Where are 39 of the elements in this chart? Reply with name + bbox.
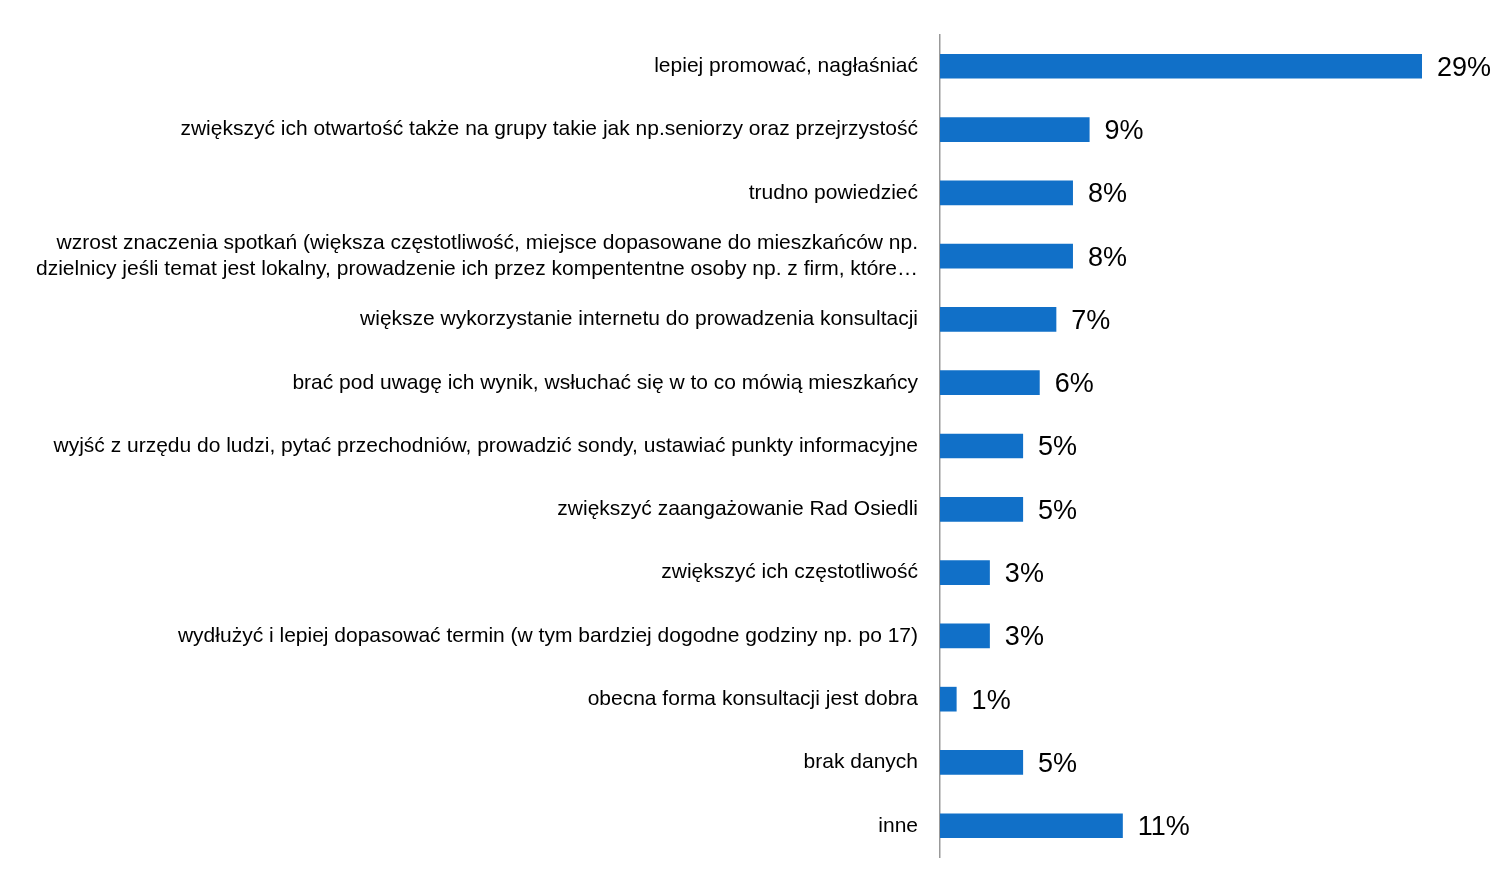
y-tick-label: zwiększyć zaangażowanie Rad Osiedli — [557, 496, 918, 520]
bar — [940, 623, 990, 649]
y-tick-label: zwiększyć ich częstotliwość — [661, 559, 918, 583]
bar — [940, 307, 1057, 332]
y-tick-label: wzrost znaczenia spotkań (większa częstotliwość, miejsce dopasowane do mieszkańców np. dzielnicy jeśli temat jest lokalny, prowadzenie ich przez kompententne osoby np. z firm, które… — [35, 230, 918, 279]
data-label: 6% — [1054, 368, 1094, 399]
y-tick-label: wydłużyć i lepiej dopasować termin (w tym bardziej dogodne godziny np. po 17) — [176, 622, 918, 646]
bar — [940, 496, 1024, 522]
data-label: 29% — [1437, 51, 1492, 82]
bar — [940, 370, 1040, 396]
data-label: 9% — [1104, 114, 1144, 145]
bar — [940, 433, 1024, 459]
data-label: 11% — [1137, 811, 1190, 842]
y-tick-label: wyjść z urzędu do ludzi, pytać przechodniów, prowadzić sondy, ustawiać punkty informacyjne — [52, 432, 918, 456]
data-label: 5% — [1038, 431, 1078, 462]
y-tick-label: inne — [878, 812, 918, 836]
y-tick-label: trudno powiedzieć — [748, 179, 918, 203]
bar — [940, 686, 957, 712]
data-label: 8% — [1087, 178, 1127, 209]
y-tick-label: brać pod uwagę ich wynik, wsłuchać się w to co mówią mieszkańcy — [292, 369, 919, 393]
data-label: 7% — [1071, 304, 1111, 335]
data-label: 1% — [971, 684, 1011, 715]
data-label: 3% — [1004, 558, 1044, 589]
bar — [940, 117, 1090, 142]
bar — [940, 813, 1123, 839]
y-tick-label: brak danych — [803, 749, 918, 773]
data-label: 8% — [1087, 241, 1127, 272]
bar — [940, 53, 1422, 79]
data-label: 3% — [1004, 621, 1044, 652]
y-tick-label: zwiększyć ich otwartość także na grupy takie jak np.seniorzy oraz przejrzystość — [180, 116, 918, 140]
y-tick-label: lepiej promować, nagłaśniać — [654, 53, 918, 77]
bar — [940, 750, 1024, 775]
bar — [940, 243, 1073, 269]
data-label: 5% — [1038, 747, 1078, 778]
data-label: 5% — [1038, 494, 1078, 525]
bar — [940, 180, 1073, 206]
y-tick-label: obecna forma konsultacji jest dobra — [587, 685, 919, 709]
y-tick-label: większe wykorzystanie internetu do prowadzenia konsultacji — [359, 306, 918, 330]
bar — [940, 560, 990, 585]
